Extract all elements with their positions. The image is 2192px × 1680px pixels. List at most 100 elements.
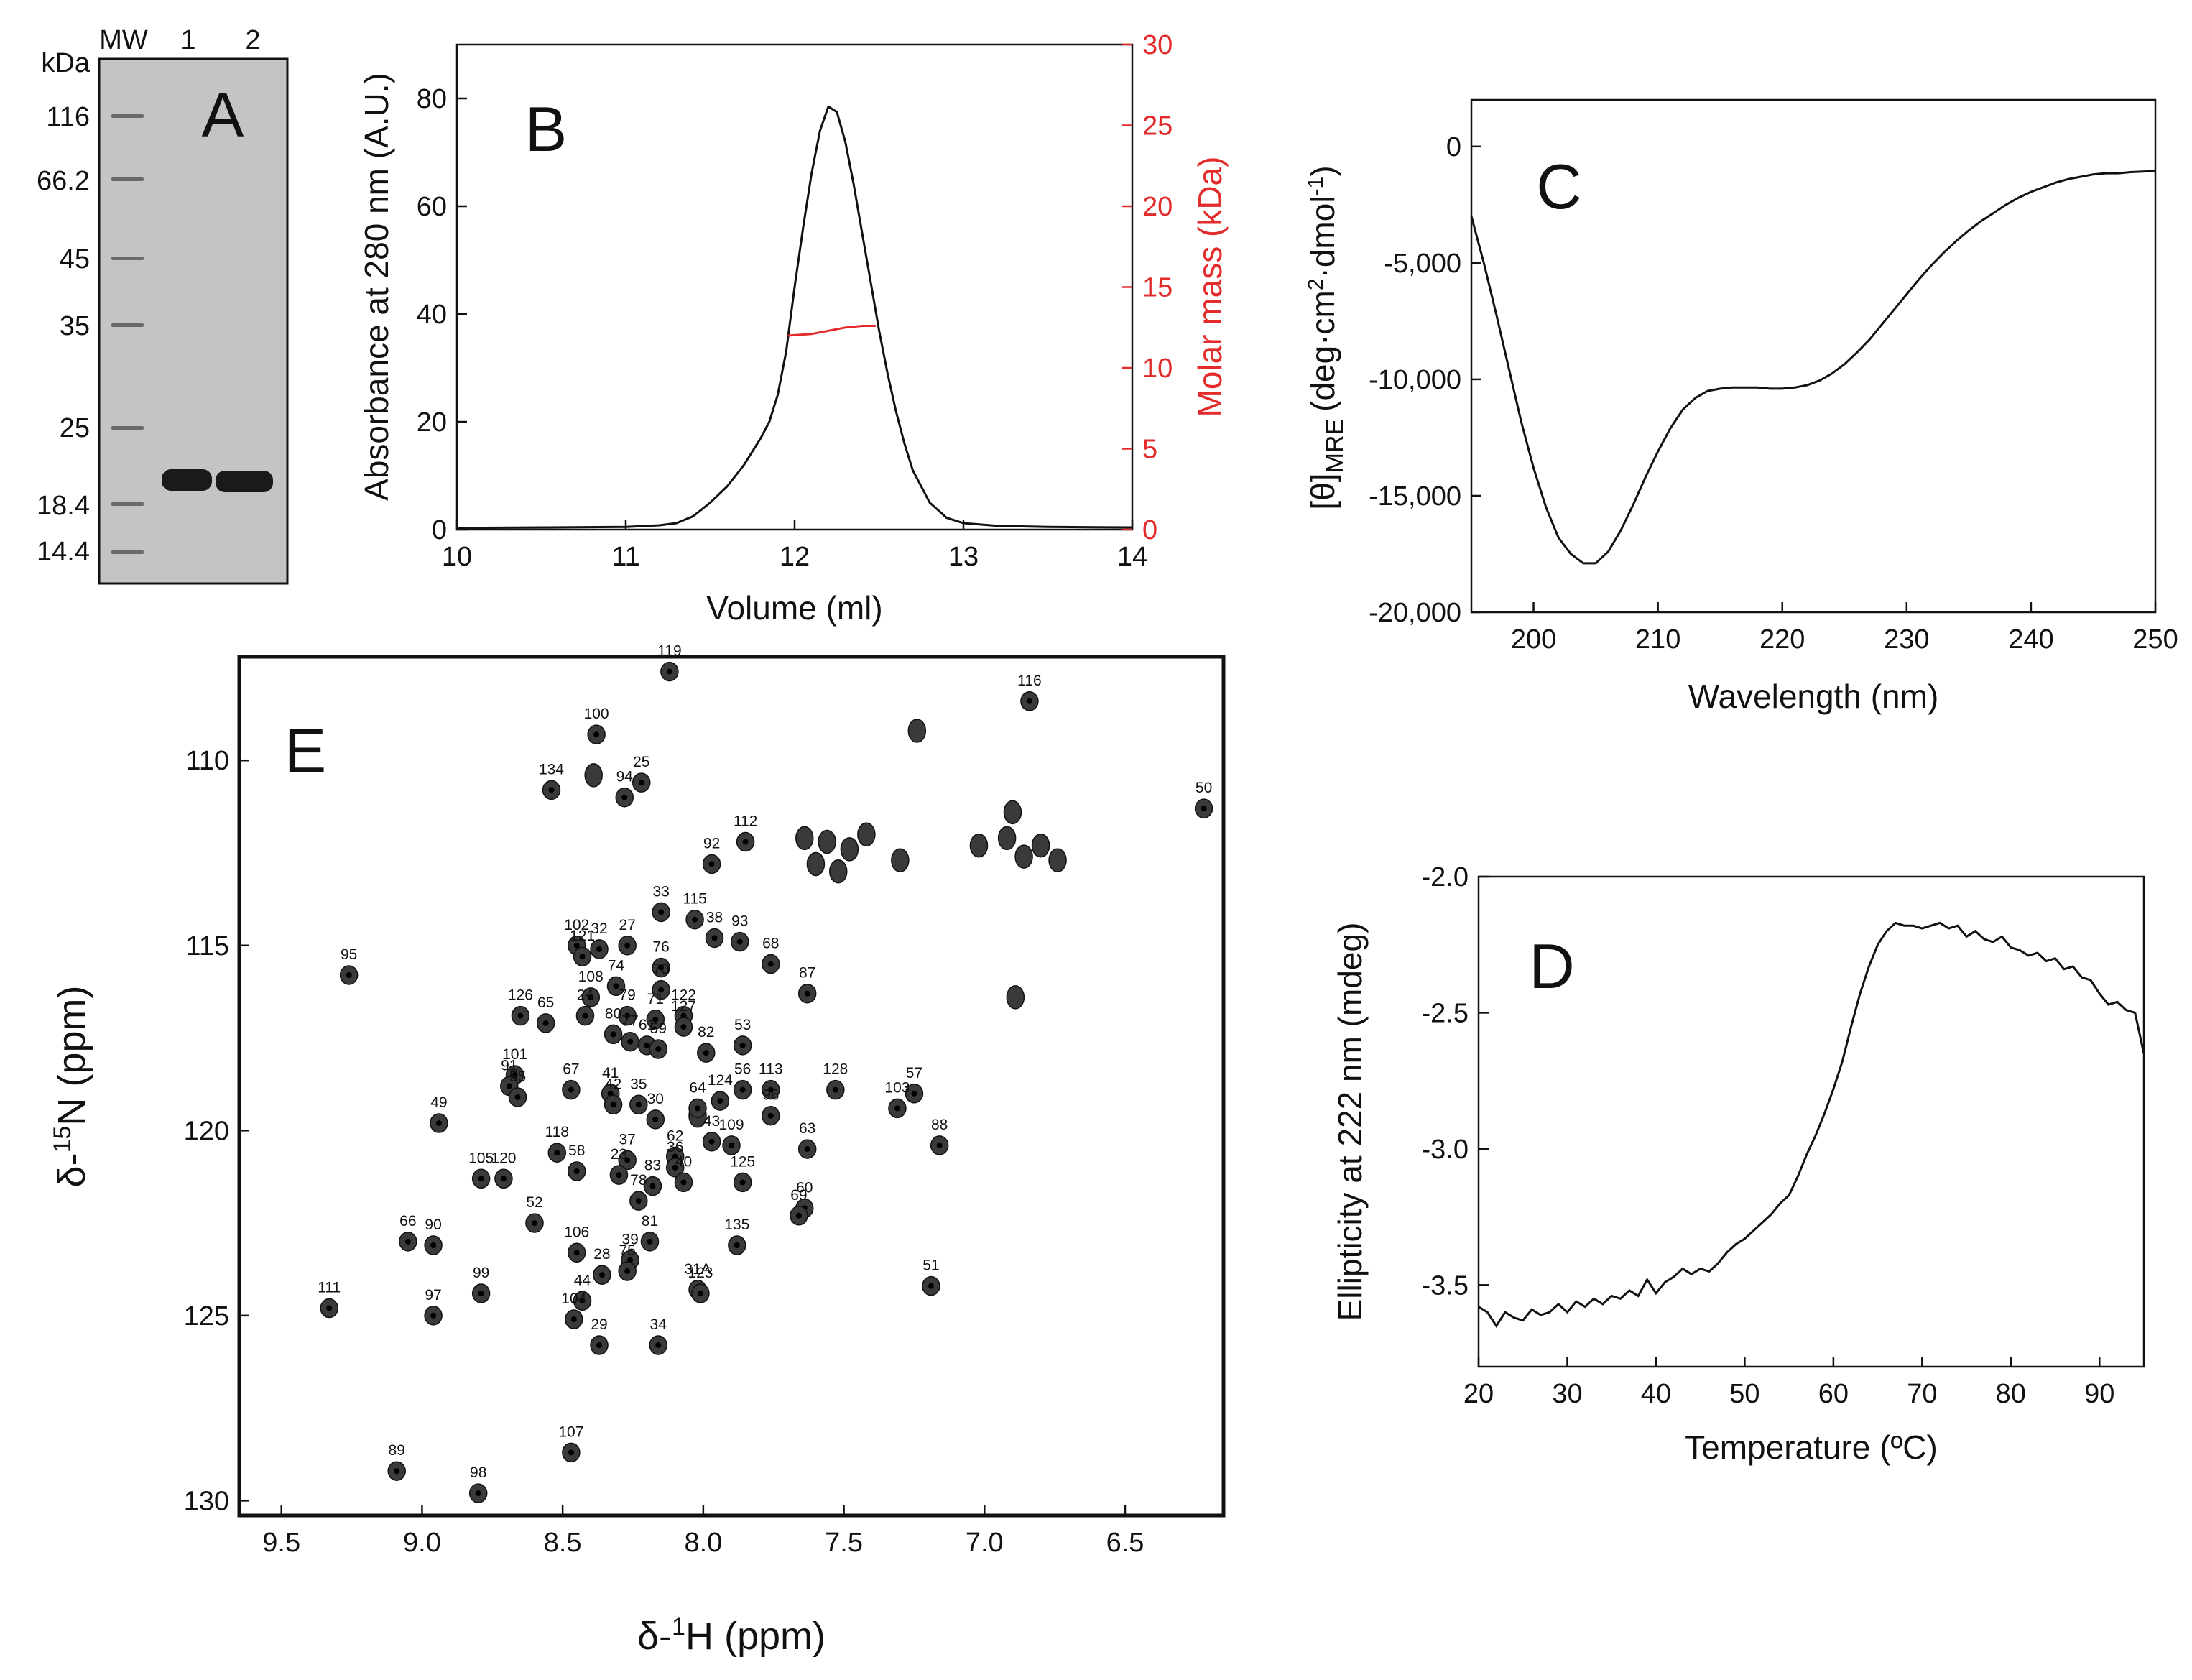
hsqc-peak-unassigned (969, 833, 989, 858)
hsqc-peak-label: 127 (671, 998, 696, 1015)
chart-e-y-ticks: 110 115 120 125 130 (184, 746, 249, 1516)
chart-b-y2-tick-label: 0 (1142, 515, 1157, 545)
chart-c-y-tick-label: -20,000 (1369, 598, 1461, 628)
hsqc-peak-core (573, 942, 580, 949)
hsqc-peak-label: 121 (570, 928, 595, 944)
hsqc-peak-label: 98 (470, 1464, 486, 1481)
hsqc-peak-core (394, 1468, 400, 1474)
hsqc-peak-label: 23 (611, 1146, 627, 1163)
gel-background (98, 57, 289, 585)
chart-c-y-axis-label: [θ]MRE (deg·cm2·dmol-1) (1304, 165, 1349, 509)
chart-c-y-axis-label-sup1: 2 (1304, 278, 1328, 290)
hsqc-peak-label: 31A (684, 1261, 711, 1278)
hsqc-peak-label: 104 (561, 1291, 586, 1307)
hsqc-peak-label: 87 (799, 965, 815, 982)
hsqc-peak-unassigned (795, 826, 814, 851)
hsqc-peak-core (610, 1102, 616, 1108)
panel-label-a: A (202, 79, 244, 150)
chart-c-y-axis-label-theta: [θ] (1304, 473, 1341, 509)
chart-e-y-axis-label-post: N (ppm) (50, 986, 93, 1126)
hsqc-peak-core (573, 1168, 580, 1174)
gel-marker-label: 14.4 (37, 537, 90, 567)
chart-c-y-axis-label-mid: ·dmol (1304, 195, 1341, 278)
hsqc-peak-core (568, 1449, 574, 1456)
chart-e-frame (237, 655, 1226, 1518)
hsqc-peak-label: 76 (652, 939, 669, 956)
hsqc-peak-core (568, 1086, 574, 1093)
hsqc-peak-label: 68 (762, 936, 779, 952)
chart-b-y2-tick-label: 30 (1142, 30, 1173, 60)
hsqc-peak-label: 118 (545, 1124, 569, 1140)
gel-unit-label: kDa (41, 48, 90, 78)
gel-lane-label-mw: MW (99, 25, 148, 55)
panel-c: 200 210 220 230 240 250 -20,000 -15,000 -10,000… (1304, 98, 2178, 715)
hsqc-peak-label: 124 (708, 1072, 733, 1089)
chart-e-x-axis-label: δ-1H (ppm) (637, 1613, 826, 1658)
hsqc-peak-unassigned (997, 826, 1017, 851)
hsqc-peak-core (647, 1238, 653, 1245)
hsqc-peak-label: 64 (689, 1079, 706, 1096)
hsqc-peak-label: 134 (539, 761, 564, 777)
hsqc-peak-label: 43 (703, 1113, 720, 1130)
hsqc-peak-core (596, 946, 603, 952)
chart-e-y-tick-label: 110 (185, 746, 229, 776)
hsqc-peak-core (624, 942, 631, 949)
hsqc-peak-core (582, 1012, 588, 1019)
hsqc-peak-label: 89 (389, 1442, 405, 1459)
hsqc-peak-label: 71 (647, 991, 664, 1007)
chart-b-y2-tick-label: 20 (1142, 192, 1173, 222)
chart-d-x-tick-label: 20 (1463, 1379, 1494, 1409)
hsqc-peak-core (936, 1142, 943, 1148)
chart-b-x-tick-label: 12 (780, 542, 810, 572)
chart-b-y2-ticks: 0 5 10 15 20 25 30 (1122, 30, 1173, 545)
hsqc-peak-core (635, 1102, 642, 1108)
chart-e-x-tick-label: 9.5 (262, 1528, 300, 1558)
hsqc-peak-core (697, 1290, 703, 1296)
hsqc-peak-core (506, 1083, 512, 1089)
chart-d-x-tick-label: 90 (2084, 1379, 2114, 1409)
hsqc-peak-label: 42 (605, 1076, 621, 1092)
chart-b-y-ticks: 0 20 40 60 80 (417, 84, 467, 545)
hsqc-peak-label: 135 (724, 1217, 749, 1233)
hsqc-peak-core (666, 668, 672, 675)
hsqc-peak-core (832, 1086, 838, 1093)
chart-c-y-tick-label: -15,000 (1369, 481, 1461, 512)
hsqc-peak-label: 81 (642, 1213, 658, 1229)
chart-b-x-tick-label: 14 (1117, 542, 1147, 572)
chart-d-frame (1477, 875, 2145, 1368)
gel-marker-band (111, 426, 144, 430)
hsqc-peak-core (579, 954, 586, 960)
hsqc-peak-core (711, 935, 718, 941)
hsqc-peak-label: 88 (931, 1117, 948, 1133)
hsqc-peak-core (928, 1283, 934, 1289)
chart-b-y-tick-label: 40 (417, 300, 447, 330)
hsqc-peak-label: 102 (564, 917, 589, 933)
hsqc-peak-core (692, 916, 698, 923)
chart-e-x-tick-label: 7.0 (966, 1528, 1004, 1558)
panel-label-b: B (525, 93, 568, 165)
hsqc-peak-label: 93 (731, 913, 748, 930)
hsqc-peak-label: 75 (619, 1242, 635, 1259)
gel-marker-label: 18.4 (37, 491, 90, 521)
hsqc-peak-core (1201, 806, 1207, 812)
hsqc-peak-label: 120 (491, 1150, 516, 1166)
hsqc-peak-core (767, 961, 774, 967)
hsqc-peak-label: 101 (502, 1046, 527, 1063)
panel-a: MW 1 2 kDa 116 66.2 45 35 25 18.4 14.4 A (37, 25, 289, 585)
hsqc-peak-label: 36 (667, 1139, 683, 1155)
hsqc-peak-label: 96 (762, 1087, 779, 1104)
hsqc-peak-label: 126 (508, 987, 533, 1004)
hsqc-peak-label: 29 (591, 1316, 607, 1333)
chart-b-y-tick-label: 20 (417, 407, 447, 438)
hsqc-peak-core (579, 1298, 586, 1304)
hsqc-peak-core (708, 861, 715, 867)
chart-e-x-axis-label-pre: δ- (637, 1615, 672, 1658)
hsqc-peak-label: 78 (630, 1172, 647, 1189)
chart-c-y-axis-label-end: ) (1304, 165, 1341, 176)
gel-marker-band (111, 257, 144, 260)
hsqc-peak-label: 57 (906, 1065, 922, 1081)
gel-lane-label-2: 2 (245, 25, 260, 55)
